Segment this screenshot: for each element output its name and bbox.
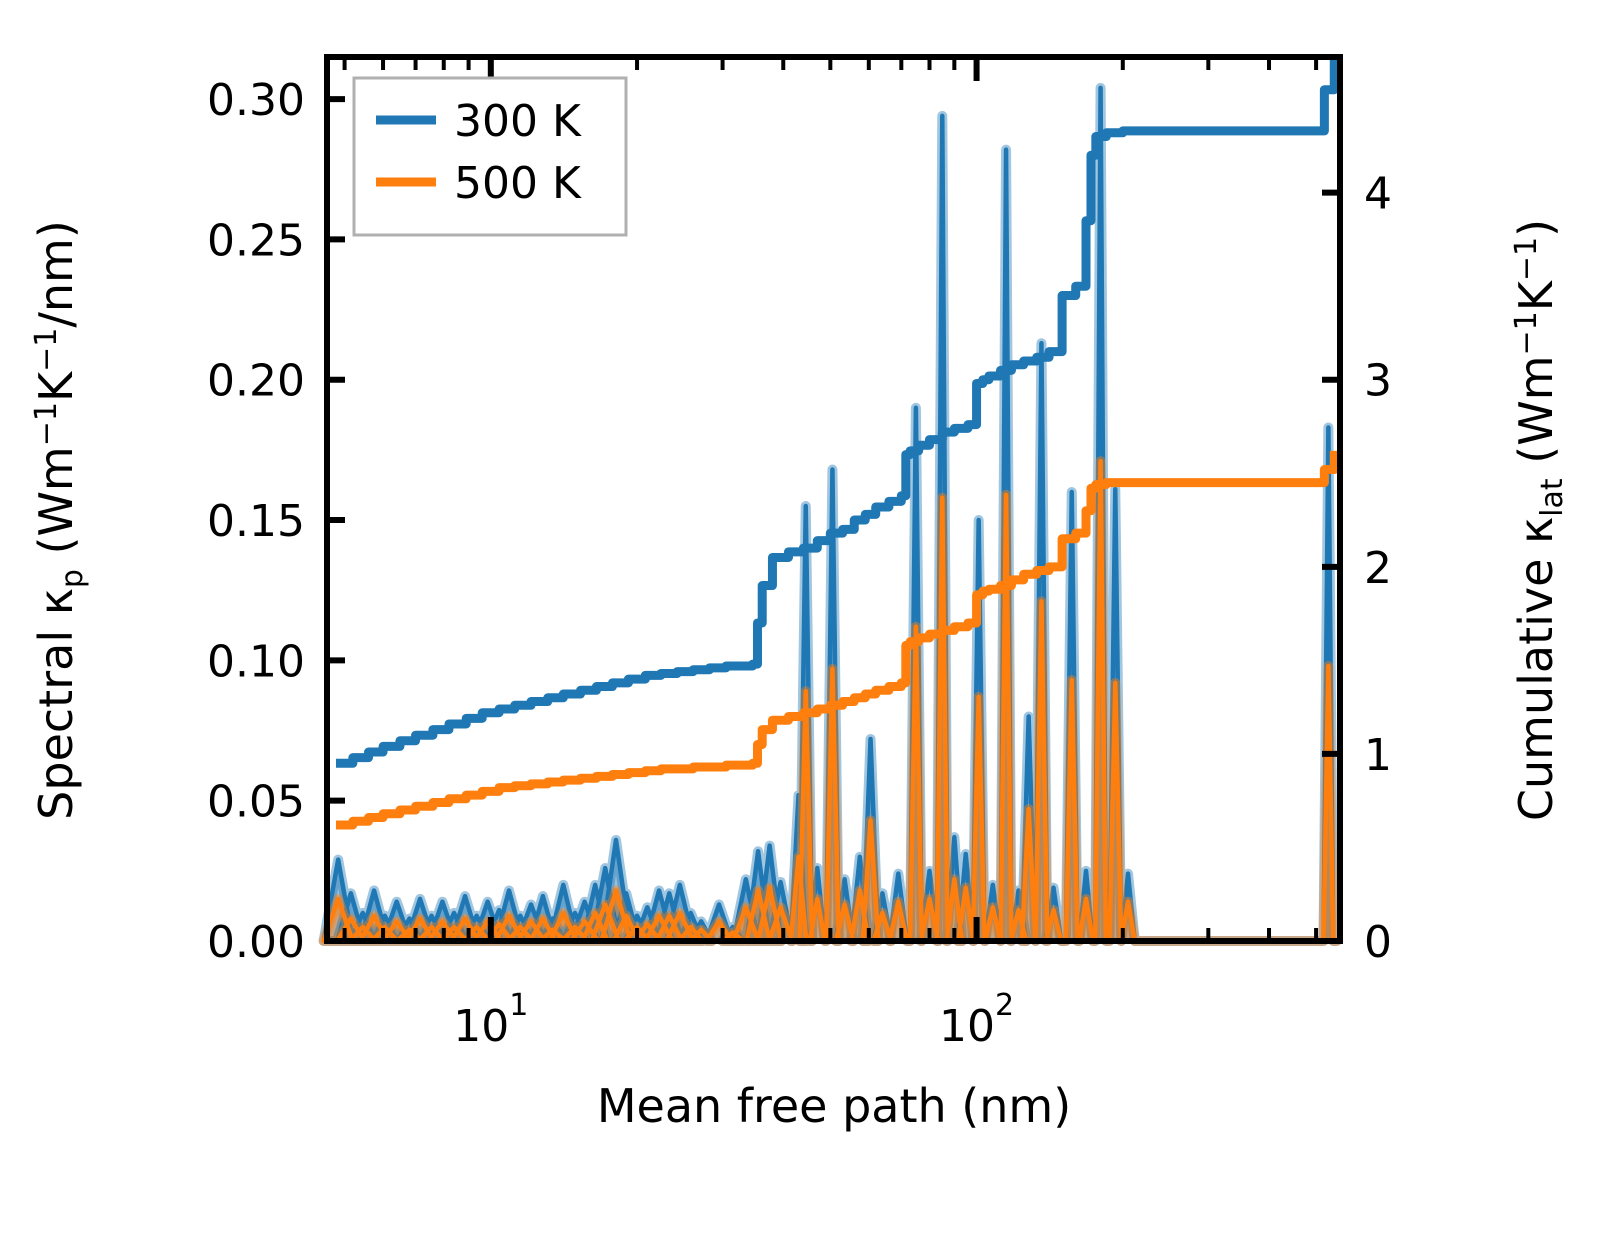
y-left-label-exp2: −1 [29,328,64,372]
legend-label-500-K: 500 K [454,158,582,209]
y-left-axis-label: Spectral κp (Wm−1K−1/nm) [29,220,90,820]
y-left-label-sub: p [55,569,90,588]
x-axis-label: Mean free path (nm) [597,1079,1071,1133]
y-left-label-exp1: −1 [29,402,64,446]
legend-box [352,76,628,237]
x-axis-label-text: Mean free path (nm) [597,1079,1071,1133]
y-left-tick-label: 0.00 [207,917,305,968]
cumulative-line-layer [335,57,1339,830]
svg-text:Cumulative κlat (Wm−1K−1): Cumulative κlat (Wm−1K−1) [1509,219,1570,821]
y-left-label-suffix: (Wm [29,446,83,569]
y-right-label-exp1: −1 [1509,311,1544,355]
y-left-tick-label: 0.10 [207,636,305,687]
axes-layer [324,54,1343,944]
y-right-label-tail: ) [1509,219,1563,237]
y-right-tick-label: 3 [1364,356,1392,407]
cumulative-line-500-k-cumulative [335,450,1339,830]
y-left-tick-label: 0.30 [207,75,305,126]
y-left-tick-label: 0.05 [207,777,305,828]
x-major-tick-label: 102 [939,988,1014,1052]
axes-frame [324,54,1343,944]
y-right-tick-label: 1 [1364,730,1392,781]
x-tick-exponent: 2 [995,988,1014,1023]
y-left-tick-label: 0.20 [207,356,305,407]
x-major-tick-label: 101 [453,988,528,1052]
svg-text:Spectral κp (Wm−1K−1/nm): Spectral κp (Wm−1K−1/nm) [29,220,90,820]
y-right-label-prefix: Cumulative κ [1509,517,1563,821]
cumulative-line-300-k-cumulative [335,57,1339,768]
y-right-label-suffix: (Wm [1509,355,1563,478]
y-left-label-tail: /nm) [29,220,83,327]
y-right-axis-label: Cumulative κlat (Wm−1K−1) [1509,219,1570,821]
y-right-label-mid: K [1509,279,1563,311]
y-right-tick-label: 0 [1364,917,1392,968]
y-left-tick-label: 0.15 [207,496,305,547]
x-tick-exponent: 1 [509,988,528,1023]
x-tick-mantissa: 10 [453,1001,509,1052]
y-right-label-exp2: −1 [1509,237,1544,281]
y-left-tick-label: 0.25 [207,215,305,266]
y-right-tick-label: 2 [1364,543,1392,594]
legend-label-300-K: 300 K [454,96,582,147]
y-left-label-prefix: Spectral κ [29,588,83,820]
y-right-label-sub: lat [1535,478,1570,517]
x-tick-mantissa: 10 [939,1001,995,1052]
y-left-label-mid: K [29,370,83,402]
legend[interactable]: 300 K 500 K [352,76,628,237]
y-right-tick-label: 4 [1364,169,1392,220]
